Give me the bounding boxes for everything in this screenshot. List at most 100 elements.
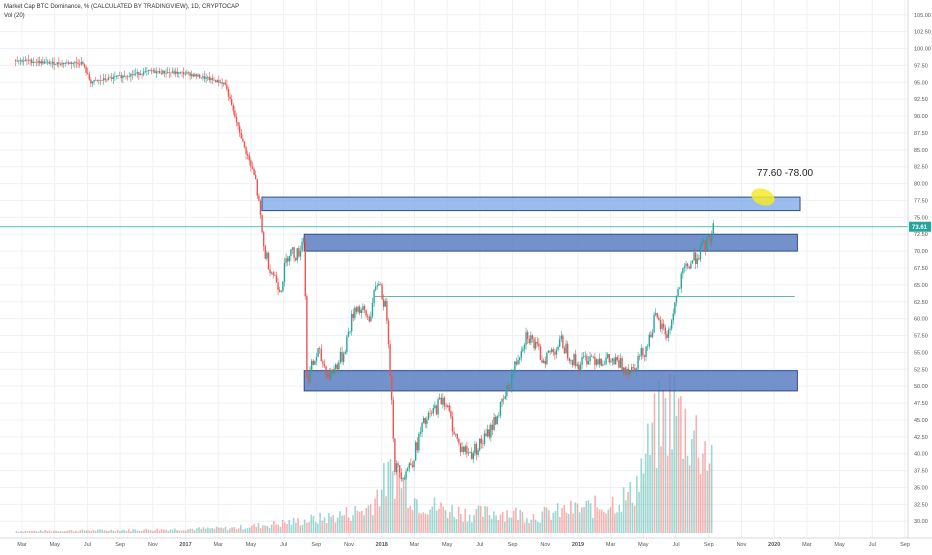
volume-bar bbox=[411, 510, 414, 533]
x-tick-label: Sep bbox=[311, 542, 321, 548]
candle-body bbox=[402, 478, 404, 480]
volume-bar bbox=[640, 458, 643, 533]
volume-bar bbox=[644, 453, 647, 533]
volume-bar bbox=[387, 461, 390, 533]
candle-body bbox=[677, 288, 679, 296]
candle-body bbox=[576, 364, 578, 366]
volume-bar bbox=[475, 509, 478, 533]
candle-body bbox=[467, 452, 470, 454]
candle-body bbox=[259, 200, 262, 216]
candle-body bbox=[632, 367, 634, 369]
candle-body bbox=[712, 223, 714, 235]
candle-body bbox=[186, 72, 188, 74]
candle-body bbox=[594, 356, 596, 365]
volume-bar bbox=[125, 531, 128, 533]
volume-bar bbox=[68, 530, 71, 533]
candle-body bbox=[566, 343, 569, 359]
candle-body bbox=[51, 61, 54, 64]
volume-bar bbox=[321, 520, 324, 533]
candle-body bbox=[208, 77, 210, 80]
candle-body bbox=[472, 453, 474, 460]
candle-body bbox=[427, 412, 430, 420]
volume-bar bbox=[288, 520, 291, 533]
volume-bar bbox=[530, 519, 533, 533]
volume-bar bbox=[39, 530, 42, 533]
candle-body bbox=[442, 397, 444, 405]
volume-bar bbox=[233, 527, 236, 533]
volume-bar bbox=[391, 471, 394, 533]
candle-body bbox=[184, 73, 186, 75]
volume-bar bbox=[264, 525, 266, 533]
candle-body bbox=[35, 62, 38, 64]
symbol-title[interactable]: Market Cap BTC Dominance, % (CALCULATED … bbox=[4, 4, 240, 10]
candle-body bbox=[582, 356, 585, 358]
volume-bar bbox=[451, 504, 453, 533]
volume-bar bbox=[453, 516, 456, 533]
candle-body bbox=[131, 74, 134, 75]
volume-bar bbox=[55, 530, 57, 533]
volume-indicator-label[interactable]: Vol (20) bbox=[4, 13, 25, 19]
candle-body bbox=[570, 360, 572, 361]
price-series bbox=[14, 54, 714, 482]
volume-bar bbox=[576, 503, 579, 533]
candle-body bbox=[125, 76, 127, 78]
candle-body bbox=[267, 252, 270, 270]
x-tick-label: Nov bbox=[540, 542, 550, 548]
candle-body bbox=[246, 154, 249, 156]
price-axis[interactable]: 105.00 102.50 100.00 97.50 95.00 92.50 90.00 87… bbox=[907, 0, 932, 550]
candle-body bbox=[317, 348, 319, 357]
y-tick-label: 80.00 bbox=[914, 182, 928, 188]
candle-body bbox=[366, 315, 369, 317]
candle-body bbox=[90, 79, 92, 84]
candle-body bbox=[490, 424, 492, 438]
volume-bar bbox=[262, 525, 264, 533]
candle-body bbox=[389, 344, 391, 377]
candle-body bbox=[197, 74, 199, 77]
current-price-tag bbox=[909, 221, 931, 232]
candle-body bbox=[326, 373, 329, 377]
x-tick-label: May bbox=[246, 542, 257, 548]
candle-body bbox=[278, 290, 281, 292]
current-price-label: 73.61 bbox=[912, 225, 928, 231]
candle-body bbox=[218, 80, 220, 83]
candle-body bbox=[280, 291, 282, 292]
volume-bar bbox=[290, 524, 293, 533]
volume-bar bbox=[37, 531, 40, 533]
y-tick-label: 30.00 bbox=[914, 519, 928, 525]
candle-body bbox=[128, 76, 130, 78]
y-tick-label: 82.50 bbox=[914, 165, 928, 171]
volume-bar bbox=[563, 504, 566, 533]
candle-body bbox=[173, 71, 175, 74]
candle-body bbox=[546, 352, 548, 365]
mid-resistance-zone bbox=[303, 233, 798, 252]
candle-body bbox=[171, 71, 174, 73]
volume-bar bbox=[163, 529, 165, 533]
volume-bar bbox=[649, 455, 651, 533]
volume-bar bbox=[222, 528, 225, 533]
candle-body bbox=[362, 306, 364, 310]
volume-bar bbox=[358, 511, 361, 533]
y-tick-label: 60.00 bbox=[914, 317, 928, 323]
candle-body bbox=[646, 346, 649, 348]
x-tick-label: Sep bbox=[704, 542, 714, 548]
candle-body bbox=[578, 364, 580, 371]
candle-body bbox=[21, 59, 23, 62]
volume-bar bbox=[607, 509, 610, 533]
candle-body bbox=[565, 343, 567, 354]
volume-bar bbox=[706, 470, 709, 533]
candle-body bbox=[61, 62, 63, 65]
volume-bar bbox=[629, 481, 632, 533]
volume-bar bbox=[464, 508, 467, 533]
candle-body bbox=[54, 64, 57, 66]
volume-bar bbox=[268, 527, 271, 533]
candle-body bbox=[682, 267, 684, 274]
candle-body bbox=[293, 247, 295, 258]
volume-bar bbox=[152, 530, 154, 533]
candle-body bbox=[658, 317, 660, 320]
candle-body bbox=[341, 351, 343, 362]
time-axis[interactable]: Mar May Jul Sep Nov 2017 Mar May Jul Sep Nov 2018 Ma… bbox=[0, 537, 932, 548]
candle-body bbox=[107, 77, 110, 80]
volume-bar bbox=[587, 500, 590, 533]
